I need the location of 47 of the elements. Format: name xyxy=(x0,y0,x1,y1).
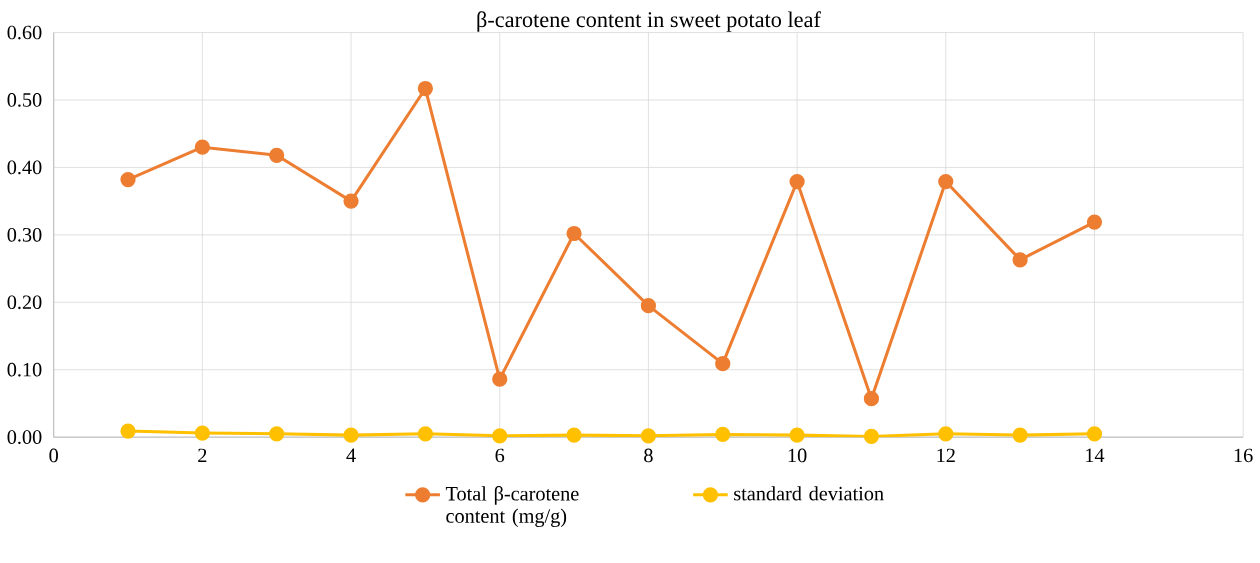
point xyxy=(715,426,731,442)
x-tick-label: 12 xyxy=(937,448,955,462)
x-tick-label: 10 xyxy=(788,448,807,463)
legend-label: Total β-carotene content (mg/g) xyxy=(445,486,579,527)
point xyxy=(194,425,210,441)
point xyxy=(343,427,359,443)
point xyxy=(269,147,285,163)
point xyxy=(789,427,805,443)
point xyxy=(640,297,657,314)
point xyxy=(1086,214,1103,230)
point xyxy=(938,426,954,442)
point xyxy=(194,139,210,155)
y-tick-label: 0.10 xyxy=(7,362,42,377)
x-tick-label: 16 xyxy=(1234,448,1253,463)
point xyxy=(1086,426,1103,442)
point xyxy=(938,173,954,190)
point xyxy=(715,355,731,372)
point xyxy=(566,225,582,242)
point xyxy=(1012,252,1028,268)
y-tick-label: 0.30 xyxy=(7,227,42,242)
legend-label: standard deviation xyxy=(734,486,884,501)
y-tick-label: 0.40 xyxy=(7,160,42,175)
y-tick-label: 0.50 xyxy=(7,93,42,107)
x-tick-label: 0 xyxy=(49,448,58,463)
x-tick-label: 8 xyxy=(644,448,653,463)
point xyxy=(640,428,657,444)
point xyxy=(1012,427,1028,443)
x-tick-label: 4 xyxy=(346,448,356,462)
point xyxy=(269,426,285,442)
point xyxy=(863,391,880,407)
point xyxy=(566,427,582,443)
y-tick-label: 0.20 xyxy=(7,295,42,310)
point xyxy=(492,428,508,444)
x-tick-label: 14 xyxy=(1086,448,1105,462)
point xyxy=(492,371,508,387)
y-tick-label: 0.60 xyxy=(7,25,42,40)
point xyxy=(120,171,136,188)
y-tick-label: 0.00 xyxy=(7,430,42,444)
point xyxy=(343,193,359,209)
point xyxy=(417,80,434,97)
point xyxy=(789,173,805,190)
x-tick-label: 6 xyxy=(495,448,505,463)
point xyxy=(120,423,136,439)
point xyxy=(863,428,880,444)
x-tick-label: 2 xyxy=(198,448,207,462)
chart-title: β-carotene content in sweet potato leaf xyxy=(477,11,821,32)
point xyxy=(417,426,434,442)
